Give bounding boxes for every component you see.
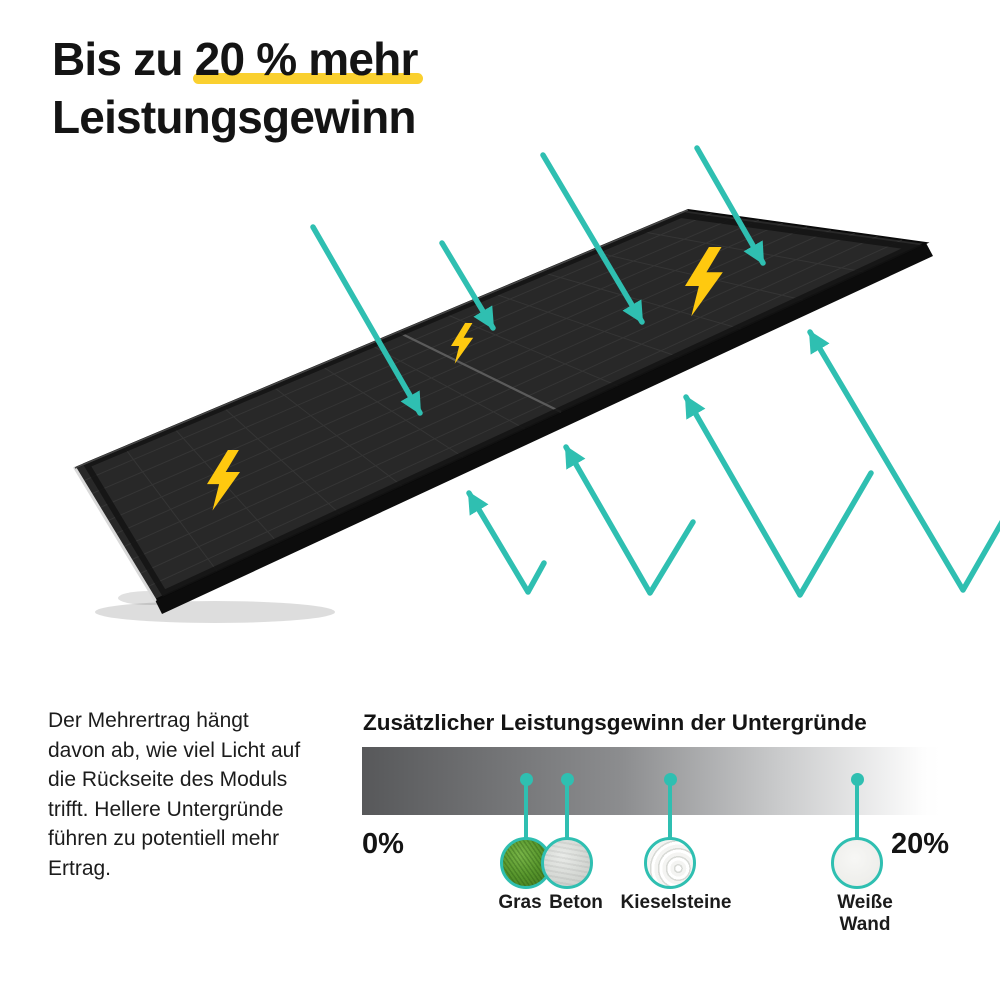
marker-stem: [524, 781, 528, 839]
sun-ray-arrow: [694, 145, 766, 266]
highlighted-text: 20 % mehr: [192, 30, 423, 88]
page-title: Bis zu 20 % mehr Leistungsgewinn: [52, 30, 423, 146]
sun-ray-arrow: [310, 224, 423, 416]
scale-min-label: 0%: [362, 828, 404, 860]
panel-module-seam: [397, 331, 562, 413]
panel-frame-border: [82, 211, 923, 597]
marker-label: Weiße Wand: [837, 892, 893, 935]
scale-max-label: 20%: [890, 828, 949, 860]
marker-label: Kieselsteine: [620, 892, 732, 913]
title-line-1: Bis zu 20 % mehr: [52, 30, 423, 88]
panel-rear-edge: [74, 209, 689, 469]
white-wall-icon: [831, 837, 883, 889]
reflected-light-arrow: [807, 329, 1000, 593]
gradient-scale-bar: [362, 747, 940, 815]
title-line-2: Leistungsgewinn: [52, 91, 416, 143]
marker-dot-icon: [519, 773, 533, 786]
pebbles-texture-icon: [644, 837, 696, 889]
marker-label: Gras: [498, 892, 542, 913]
sun-ray-arrow: [439, 240, 496, 331]
panel-shadow: [95, 591, 335, 623]
reflected-rays: [466, 329, 1000, 598]
concrete-texture-icon: [541, 837, 593, 889]
marker-dot-icon: [560, 773, 574, 786]
reflected-light-arrow: [466, 490, 547, 595]
lightning-bolts: [207, 247, 723, 511]
lightning-bolt-icon: [451, 323, 474, 364]
marker-stem: [565, 781, 569, 839]
reflected-light-arrow: [563, 444, 696, 596]
sun-rays: [310, 145, 766, 416]
description-text: Der Mehrertrag hängt davon ab, wie viel …: [48, 709, 301, 880]
panel-frame-side: [155, 243, 933, 614]
marker-dot-icon: [850, 773, 864, 786]
sun-ray-arrow: [540, 152, 645, 325]
panel-edge-highlight: [73, 466, 157, 602]
reflected-light-arrow: [683, 394, 874, 598]
lightning-bolt-icon: [685, 247, 723, 317]
lightning-bolt-icon: [207, 450, 240, 511]
marker-label: Beton: [549, 892, 603, 913]
scale-title: Zusätzlicher Leistungsgewinn der Untergr…: [363, 710, 867, 735]
marker-dot-icon: [663, 773, 677, 786]
marker-stem: [668, 781, 672, 839]
marker-stem: [855, 781, 859, 839]
